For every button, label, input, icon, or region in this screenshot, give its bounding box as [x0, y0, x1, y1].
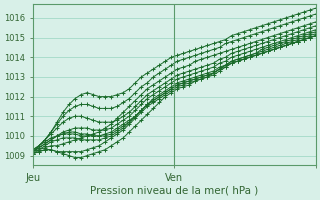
- X-axis label: Pression niveau de la mer( hPa ): Pression niveau de la mer( hPa ): [90, 186, 259, 196]
